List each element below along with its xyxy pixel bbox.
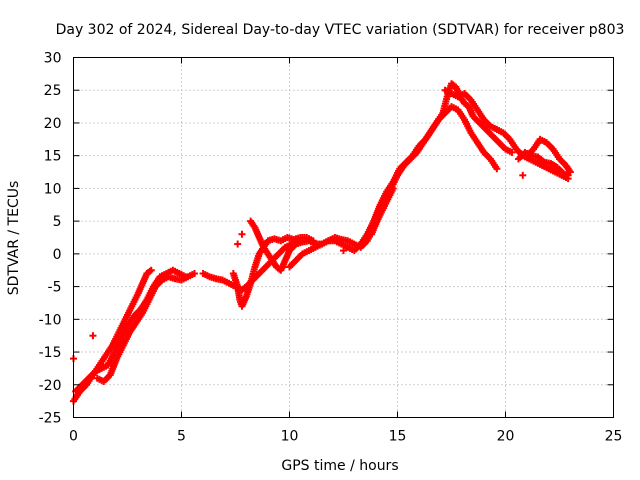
axis-ticks: 0 5 10 15 20 25 -25 -20 -15 -10 -5 0 5 10 15 20 25 30 xyxy=(39,51,623,445)
x-tick-label: 15 xyxy=(389,429,407,445)
y-tick-label: 10 xyxy=(44,181,62,197)
data-point xyxy=(238,230,246,238)
data-point xyxy=(508,148,516,156)
data-point xyxy=(190,270,198,277)
data-points xyxy=(70,80,574,405)
x-tick-label: 10 xyxy=(281,429,299,445)
data-point xyxy=(89,332,97,340)
y-tick-label: -10 xyxy=(39,312,62,328)
x-tick-label: 20 xyxy=(497,429,515,445)
y-tick-label: 20 xyxy=(44,116,62,132)
data-point xyxy=(564,171,572,179)
y-tick-label: 30 xyxy=(44,51,62,67)
y-tick-label: -20 xyxy=(39,378,62,394)
data-point xyxy=(519,171,527,179)
x-tick-label: 5 xyxy=(177,429,186,445)
y-tick-label: -15 xyxy=(39,345,62,361)
y-axis-label: SDTVAR / TECUs xyxy=(6,181,22,296)
y-tick-label: -25 xyxy=(39,411,62,427)
y-tick-label: 25 xyxy=(44,83,62,99)
plot-frame xyxy=(73,57,614,418)
y-tick-label: -5 xyxy=(48,280,62,296)
y-tick-label: 5 xyxy=(53,214,62,230)
data-point xyxy=(493,165,501,173)
chart-title: Day 302 of 2024, Sidereal Day-to-day VTE… xyxy=(56,22,625,38)
data-point xyxy=(340,247,347,255)
data-point xyxy=(279,263,287,271)
data-point xyxy=(234,240,242,248)
x-axis-label: GPS time / hours xyxy=(281,458,398,474)
grid xyxy=(73,57,614,418)
data-point xyxy=(147,266,155,274)
y-tick-label: 15 xyxy=(44,149,62,165)
x-tick-label: 0 xyxy=(69,429,78,445)
y-tick-label: 0 xyxy=(53,247,62,263)
x-tick-label: 25 xyxy=(605,429,623,445)
